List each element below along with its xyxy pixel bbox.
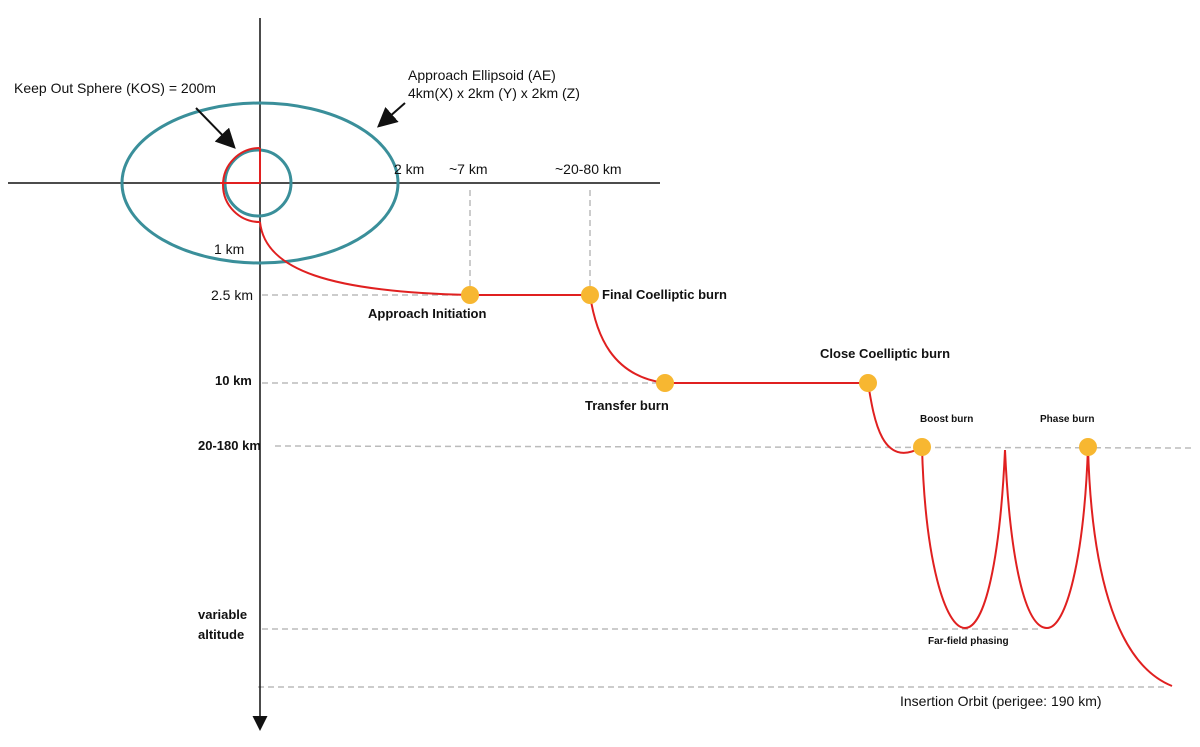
burn-point	[913, 438, 931, 456]
burn-point	[859, 374, 877, 392]
phasing-label: Far-field phasing	[928, 636, 1009, 647]
burn-label: Approach Initiation	[368, 306, 487, 321]
insertion-label: Insertion Orbit (perigee: 190 km)	[900, 693, 1102, 709]
approach-ellipsoid	[120, 101, 400, 265]
ae-size: 4km(X) x 2km (Y) x 2km (Z)	[408, 85, 580, 101]
kos-marker	[220, 148, 261, 184]
ae-title: Approach Ellipsoid (AE)	[408, 67, 556, 83]
burn-label: Transfer burn	[585, 398, 669, 413]
burn-points	[461, 286, 1097, 456]
burn-label: Boost burn	[920, 414, 973, 425]
y-label: 10 km	[215, 373, 252, 388]
x-label: ~7 km	[449, 161, 488, 177]
arrow	[376, 102, 406, 128]
arrow	[195, 107, 236, 149]
kos-label: Keep Out Sphere (KOS) = 200m	[14, 80, 216, 96]
burn-label: Final Coelliptic burn	[602, 287, 727, 302]
burn-label: Phase burn	[1040, 414, 1094, 425]
burn-point	[461, 286, 479, 304]
burn-point	[656, 374, 674, 392]
y-label: altitude	[198, 627, 244, 642]
burn-label: Close Coelliptic burn	[820, 346, 950, 361]
y-label: 20-180 km	[198, 438, 261, 453]
guides	[258, 190, 1193, 688]
x-label: 2 km	[394, 161, 424, 177]
trajectory	[259, 221, 1173, 687]
y-label: variable	[198, 607, 247, 622]
guide	[274, 445, 1193, 449]
burn-point	[581, 286, 599, 304]
x-label: ~20-80 km	[555, 161, 622, 177]
y-label: 1 km	[214, 241, 244, 257]
y-label: 2.5 km	[211, 287, 253, 303]
kos-arc	[222, 147, 261, 223]
burn-point	[1079, 438, 1097, 456]
